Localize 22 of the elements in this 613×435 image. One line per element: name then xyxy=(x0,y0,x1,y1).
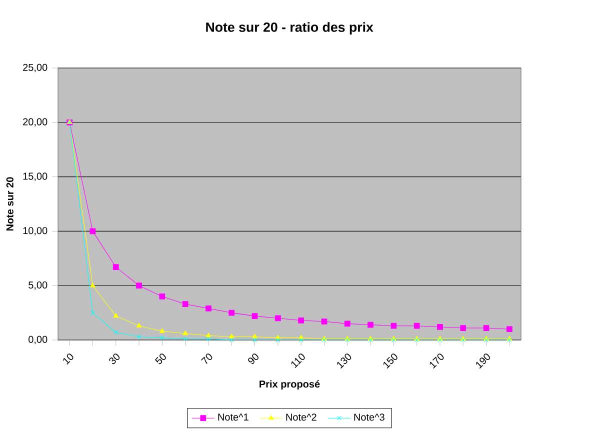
x-tick-label: 10 xyxy=(63,354,74,365)
y-tick-label: 0,00 xyxy=(28,336,48,344)
x-axis-title: Prix proposé xyxy=(260,380,320,390)
x-tick-label: 170 xyxy=(430,354,444,369)
y-tick-label: 25,00 xyxy=(23,64,48,72)
y-tick-label: 15,00 xyxy=(23,172,48,181)
y-tick-label: 5,00 xyxy=(28,281,48,290)
x-tick-label: 70 xyxy=(201,354,212,364)
y-tick-label: 20,00 xyxy=(23,118,48,127)
legend-label: Note^3 xyxy=(354,414,384,421)
x-tick-label: 110 xyxy=(291,354,305,368)
x-tick-label: 130 xyxy=(337,354,352,369)
chart-title: Note sur 20 - ratio des prix xyxy=(206,22,374,35)
x-tick-label: 190 xyxy=(476,354,490,369)
x-tick-label: 90 xyxy=(248,354,258,364)
x-tick-label: 150 xyxy=(383,354,398,369)
legend-label: Note^1 xyxy=(218,414,248,421)
x-tick-label: 30 xyxy=(109,354,120,364)
legend-label: Note^2 xyxy=(286,414,316,421)
y-axis-title: Note sur 20 xyxy=(6,177,14,231)
x-tick-label: 50 xyxy=(154,354,166,364)
y-tick-label: 10,00 xyxy=(23,227,48,236)
